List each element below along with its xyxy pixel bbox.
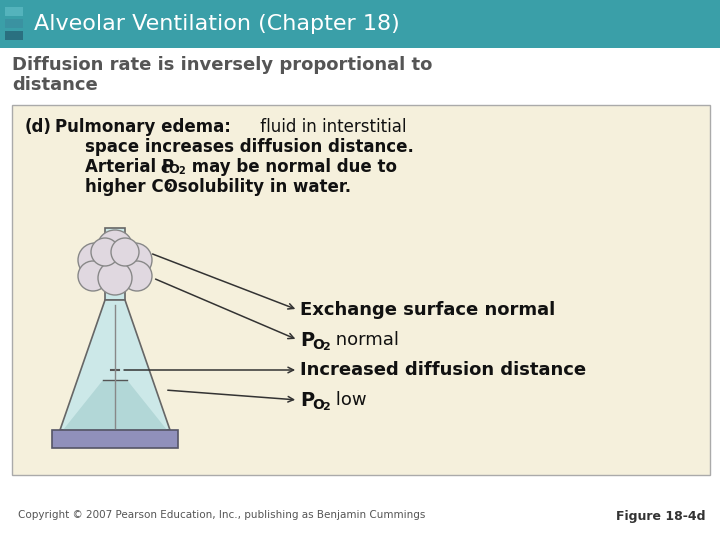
- Text: Copyright © 2007 Pearson Education, Inc., publishing as Benjamin Cummings: Copyright © 2007 Pearson Education, Inc.…: [18, 510, 426, 520]
- Text: 2: 2: [178, 166, 185, 176]
- Text: O: O: [312, 338, 324, 352]
- Text: Alveolar Ventilation (Chapter 18): Alveolar Ventilation (Chapter 18): [34, 14, 400, 34]
- Text: 2: 2: [322, 402, 330, 412]
- Circle shape: [118, 243, 152, 277]
- Text: (d): (d): [25, 118, 52, 136]
- Text: low: low: [330, 391, 366, 409]
- Circle shape: [122, 261, 152, 291]
- FancyBboxPatch shape: [0, 0, 720, 48]
- Text: 2: 2: [165, 183, 172, 193]
- Text: fluid in interstitial: fluid in interstitial: [255, 118, 407, 136]
- Circle shape: [91, 238, 119, 266]
- Polygon shape: [105, 228, 125, 300]
- Polygon shape: [63, 380, 167, 430]
- FancyBboxPatch shape: [5, 7, 23, 16]
- Text: Exchange surface normal: Exchange surface normal: [300, 301, 555, 319]
- Text: normal: normal: [330, 331, 399, 349]
- Text: solubility in water.: solubility in water.: [172, 178, 351, 196]
- Circle shape: [78, 243, 112, 277]
- Text: distance: distance: [12, 76, 98, 94]
- Text: CO: CO: [160, 163, 180, 176]
- Text: may be normal due to: may be normal due to: [186, 158, 397, 176]
- Polygon shape: [52, 430, 178, 448]
- Text: Figure 18-4d: Figure 18-4d: [616, 510, 705, 523]
- Text: Increased diffusion distance: Increased diffusion distance: [300, 361, 586, 379]
- Text: O: O: [312, 398, 324, 412]
- FancyBboxPatch shape: [5, 19, 23, 28]
- FancyBboxPatch shape: [5, 31, 23, 40]
- Text: 2: 2: [322, 342, 330, 352]
- Text: Pulmonary edema:: Pulmonary edema:: [55, 118, 231, 136]
- Circle shape: [78, 261, 108, 291]
- Circle shape: [98, 261, 132, 295]
- Text: P: P: [300, 330, 314, 349]
- Text: Diffusion rate is inversely proportional to: Diffusion rate is inversely proportional…: [12, 56, 433, 74]
- Polygon shape: [60, 300, 170, 430]
- Circle shape: [97, 230, 133, 266]
- FancyBboxPatch shape: [12, 105, 710, 475]
- Text: higher CO: higher CO: [85, 178, 178, 196]
- Circle shape: [111, 238, 139, 266]
- Text: space increases diffusion distance.: space increases diffusion distance.: [85, 138, 414, 156]
- Text: Arterial P: Arterial P: [85, 158, 174, 176]
- Text: P: P: [300, 390, 314, 409]
